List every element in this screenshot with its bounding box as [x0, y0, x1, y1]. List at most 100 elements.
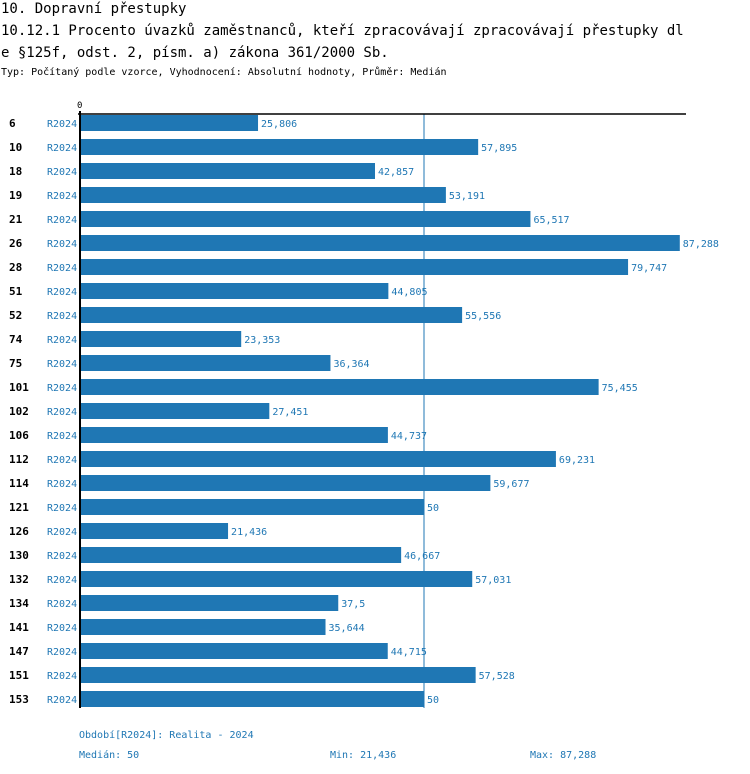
value-label: 59,677	[493, 479, 529, 490]
value-label: 65,517	[533, 215, 569, 226]
category-label: 6	[9, 117, 16, 130]
bar	[81, 667, 476, 683]
section-title: 10. Dopravní přestupky	[1, 1, 187, 17]
footer-median: Medián: 50	[79, 750, 140, 761]
series-label: R2024	[47, 623, 77, 634]
bar	[81, 355, 331, 371]
category-label: 106	[9, 429, 29, 442]
category-label: 101	[9, 381, 29, 394]
value-label: 37,5	[341, 599, 365, 610]
series-label: R2024	[47, 287, 77, 298]
footer-period: Období[R2024]: Realita - 2024	[79, 730, 254, 741]
value-label: 75,455	[602, 383, 638, 394]
bar	[81, 691, 424, 707]
bar	[81, 523, 229, 539]
bar	[81, 259, 629, 275]
category-label: 74	[9, 333, 23, 346]
chart-title-line1: 10.12.1 Procento úvazků zaměstnanců, kte…	[1, 23, 684, 39]
value-label: 46,667	[404, 551, 440, 562]
value-label: 27,451	[272, 407, 308, 418]
value-label: 44,715	[391, 647, 427, 658]
bar	[81, 283, 389, 299]
bar	[81, 571, 473, 587]
series-label: R2024	[47, 311, 77, 322]
value-label: 25,806	[261, 119, 297, 130]
category-label: 18	[9, 165, 22, 178]
series-label: R2024	[47, 239, 77, 250]
category-label: 132	[9, 573, 29, 586]
bar	[81, 499, 424, 515]
value-label: 69,231	[559, 455, 595, 466]
category-label: 130	[9, 549, 29, 562]
value-label: 55,556	[465, 311, 501, 322]
category-label: 28	[9, 261, 22, 274]
series-label: R2024	[47, 647, 77, 658]
series-label: R2024	[47, 359, 77, 370]
footer-min: Min: 21,436	[330, 750, 397, 761]
series-label: R2024	[47, 575, 77, 586]
axis-tick-label: 0	[77, 101, 82, 111]
bar	[81, 163, 375, 179]
value-label: 44,805	[391, 287, 427, 298]
value-label: 57,895	[481, 143, 517, 154]
value-label: 50	[427, 503, 439, 514]
value-label: 50	[427, 695, 439, 706]
category-label: 51	[9, 285, 23, 298]
category-label: 112	[9, 453, 29, 466]
series-label: R2024	[47, 407, 77, 418]
value-label: 35,644	[329, 623, 365, 634]
category-label: 21	[9, 213, 23, 226]
category-label: 102	[9, 405, 29, 418]
series-label: R2024	[47, 119, 77, 130]
series-label: R2024	[47, 671, 77, 682]
series-label: R2024	[47, 695, 77, 706]
value-label: 21,436	[231, 527, 267, 538]
value-label: 36,364	[333, 359, 369, 370]
category-label: 141	[9, 621, 29, 634]
bar	[81, 235, 680, 251]
series-label: R2024	[47, 599, 77, 610]
category-label: 126	[9, 525, 29, 538]
category-label: 114	[9, 477, 29, 490]
series-label: R2024	[47, 263, 77, 274]
series-label: R2024	[47, 455, 77, 466]
series-label: R2024	[47, 431, 77, 442]
value-label: 44,737	[391, 431, 427, 442]
bar	[81, 211, 531, 227]
bar	[81, 427, 388, 443]
bar	[81, 139, 479, 155]
category-label: 26	[9, 237, 23, 250]
bar	[81, 403, 270, 419]
category-label: 134	[9, 597, 29, 610]
bar	[81, 307, 463, 323]
series-label: R2024	[47, 335, 77, 346]
value-label: 53,191	[449, 191, 485, 202]
bar	[81, 475, 491, 491]
value-label: 57,528	[479, 671, 515, 682]
value-label: 42,857	[378, 167, 414, 178]
series-label: R2024	[47, 167, 77, 178]
bar	[81, 547, 402, 563]
series-label: R2024	[47, 143, 77, 154]
category-label: 75	[9, 357, 22, 370]
category-label: 121	[9, 501, 29, 514]
category-label: 153	[9, 693, 29, 706]
category-label: 151	[9, 669, 29, 682]
series-label: R2024	[47, 551, 77, 562]
bar	[81, 115, 259, 131]
category-label: 147	[9, 645, 29, 658]
series-label: R2024	[47, 215, 77, 226]
bar	[81, 595, 339, 611]
value-label: 57,031	[475, 575, 511, 586]
bar	[81, 379, 599, 395]
series-label: R2024	[47, 383, 77, 394]
chart-title-line2: e §125f, odst. 2, písm. a) zákona 361/20…	[1, 45, 389, 61]
series-label: R2024	[47, 527, 77, 538]
bar	[81, 451, 556, 467]
series-label: R2024	[47, 479, 77, 490]
category-label: 52	[9, 309, 22, 322]
bar	[81, 331, 242, 347]
series-label: R2024	[47, 503, 77, 514]
category-label: 19	[9, 189, 22, 202]
